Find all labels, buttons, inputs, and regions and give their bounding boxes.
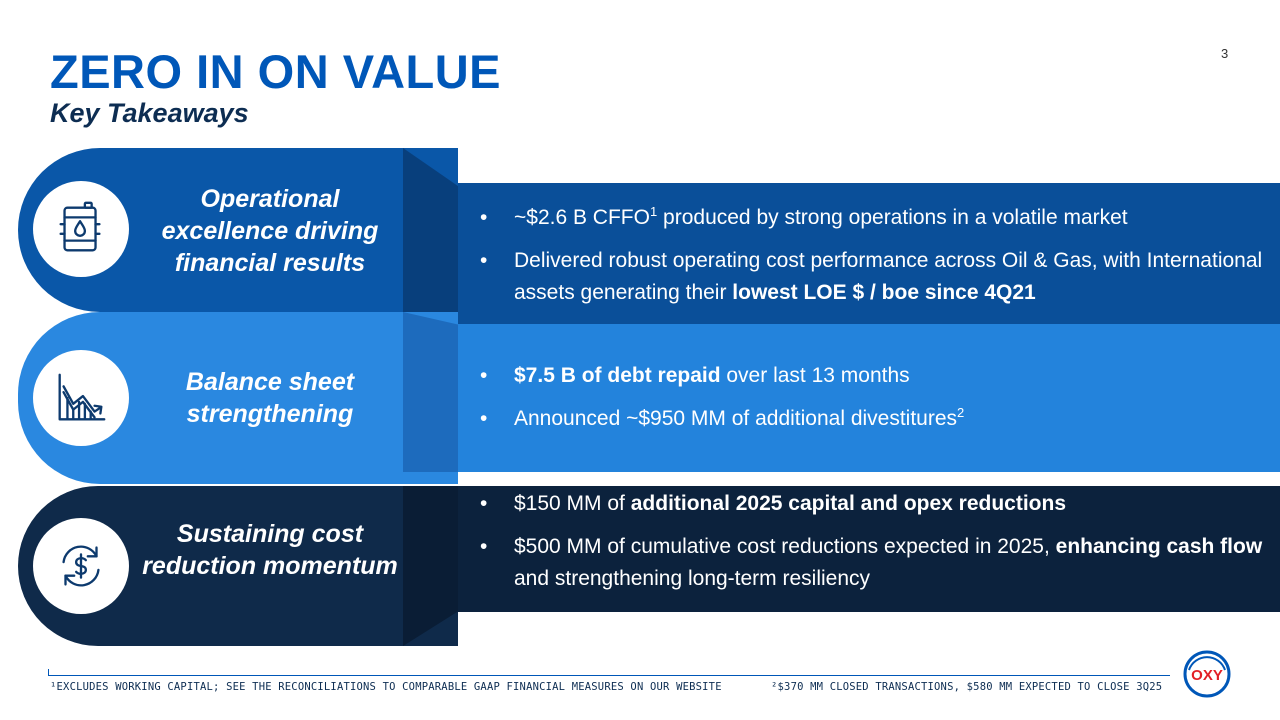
bullet-emphasis: additional 2025 capital and opex reducti… <box>630 492 1067 515</box>
takeaway-operational: Operational excellence driving financial… <box>0 148 1280 325</box>
logo-wordmark: OXY <box>1191 667 1223 684</box>
page-subtitle: Key Takeaways <box>50 98 249 128</box>
page-title: ZERO IN ON VALUE <box>50 45 502 98</box>
bullet-item: Announced ~$950 MM of additional divesti… <box>478 403 1268 436</box>
takeaway-panel <box>458 324 1280 472</box>
bullet-emphasis: enhancing cash flow <box>1055 534 1263 558</box>
takeaway-heading: Operational excellence driving financial… <box>161 185 379 277</box>
takeaway-cost-reduction: Sustaining cost reduction momentum $150 … <box>0 486 1280 646</box>
bullet-text: Delivered robust operating cost performa… <box>514 248 1263 305</box>
footnote-2: ²$370 MM CLOSED TRANSACTIONS, $580 MM EX… <box>771 681 1163 693</box>
bullet-text: ~$2.6 B CFFO <box>514 206 650 229</box>
oxy-logo: OXY <box>1183 650 1231 698</box>
bullet-emphasis: lowest LOE $ / boe since 4Q21 <box>732 281 1036 305</box>
declining-chart-icon <box>58 373 106 421</box>
icon-circle <box>33 518 129 614</box>
footer-divider <box>48 669 1170 676</box>
takeaway-heading: Balance sheet strengthening <box>185 368 355 428</box>
bullet-item: $150 MM of additional 2025 capital and o… <box>478 488 1268 521</box>
bullet-item: Delivered robust operating cost performa… <box>478 245 1268 310</box>
bullet-text: over last 13 months <box>720 364 910 387</box>
page-number: 3 <box>1221 46 1229 61</box>
icon-circle <box>33 181 129 277</box>
dollar-cycle-icon <box>62 545 100 587</box>
bullet-text: and strengthening long-term resiliency <box>514 567 871 591</box>
oil-barrel-icon <box>59 201 101 252</box>
bullet-item: ~$2.6 B CFFO1 produced by strong operati… <box>478 202 1268 235</box>
bullet-text: $500 MM of cumulative cost reductions ex… <box>514 534 1056 558</box>
bullet-emphasis: $7.5 B of debt repaid <box>514 364 721 387</box>
takeaway-heading: Sustaining cost reduction momentum <box>142 520 398 580</box>
bullet-item: $500 MM of cumulative cost reductions ex… <box>478 531 1268 596</box>
bullet-item: $7.5 B of debt repaid over last 13 month… <box>478 360 1268 393</box>
bullet-list: $7.5 B of debt repaid over last 13 month… <box>478 360 1268 445</box>
footnote-marker: 1 <box>649 204 658 219</box>
bullet-list: ~$2.6 B CFFO1 produced by strong operati… <box>478 202 1268 320</box>
icon-circle <box>33 350 129 446</box>
bullet-list: $150 MM of additional 2025 capital and o… <box>478 488 1268 606</box>
bullet-text: $150 MM of <box>514 492 631 515</box>
bullet-text: Announced ~$950 MM of additional divesti… <box>514 406 958 430</box>
bullet-text: produced by strong operations in a volat… <box>657 206 1128 229</box>
takeaway-balance-sheet: Balance sheet strengthening $7.5 B of de… <box>0 312 1280 484</box>
fold-shadow <box>403 312 459 472</box>
footnote-marker: 2 <box>957 404 965 420</box>
footnote-1: ¹EXCLUDES WORKING CAPITAL; SEE THE RECON… <box>50 681 722 693</box>
